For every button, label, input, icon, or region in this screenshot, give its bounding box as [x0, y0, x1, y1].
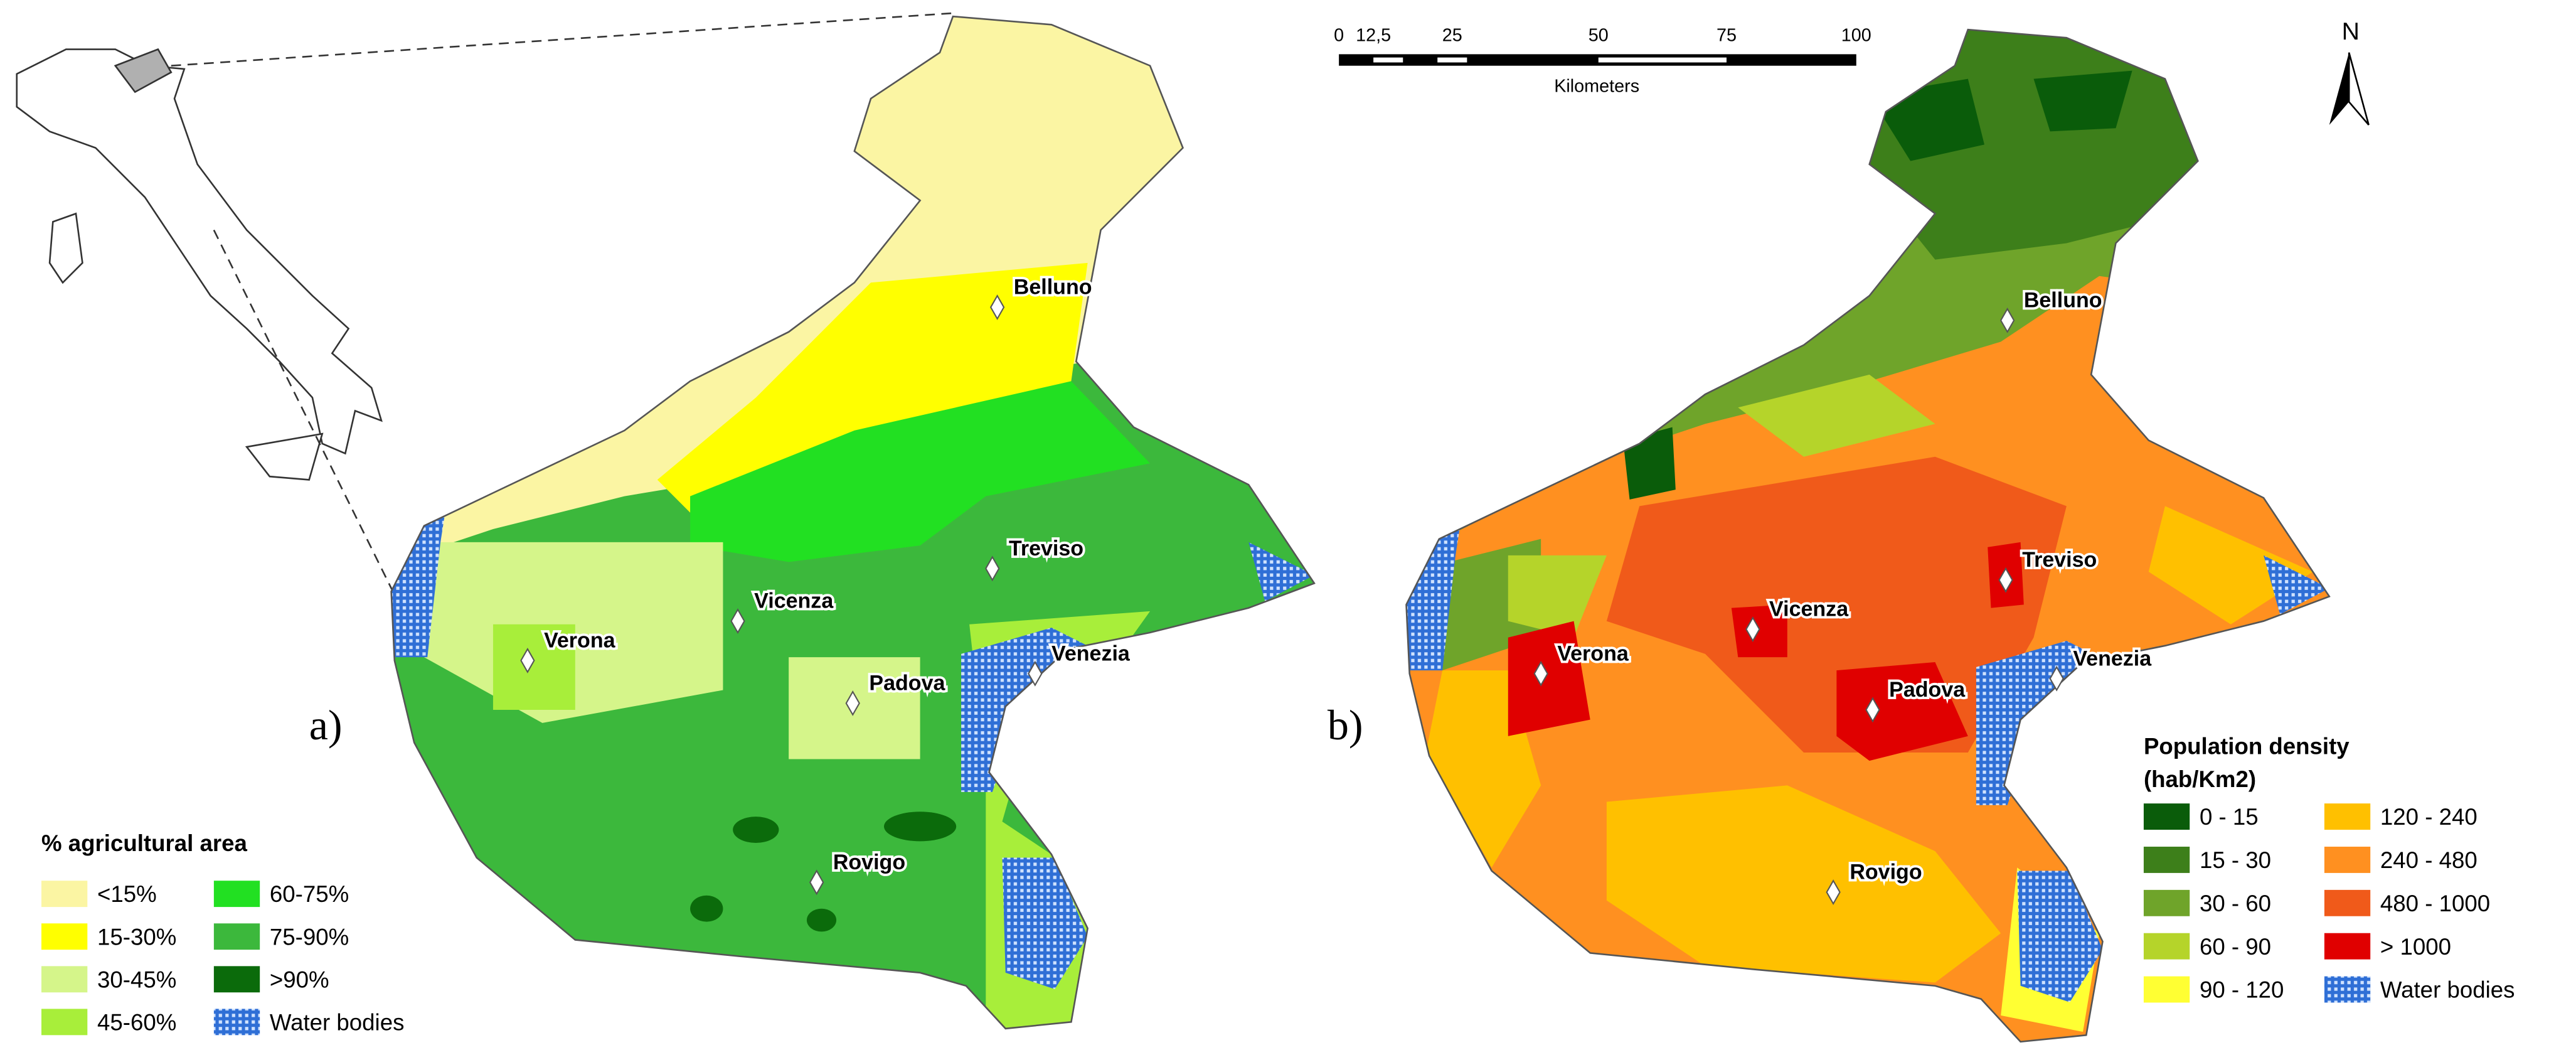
city-marker: [1999, 308, 2015, 333]
legend-label: 75-90%: [270, 924, 349, 950]
legend-swatch: [41, 923, 88, 950]
city-label: Verona: [1557, 641, 1629, 665]
legend-swatch: [213, 881, 260, 908]
legend-swatch: [213, 923, 260, 950]
legend-label: 480 - 1000: [2380, 891, 2490, 916]
legend-label: 0 - 15: [2200, 804, 2259, 830]
legend-swatch: [41, 881, 88, 908]
legend-swatch: [213, 1009, 260, 1036]
legend-label: 45-60%: [97, 1009, 176, 1035]
city-marker: [1998, 567, 2013, 593]
italy-inset: [16, 12, 954, 596]
scale-bar: Kilometers: [1339, 54, 1856, 97]
legend-label: 30 - 60: [2200, 891, 2271, 916]
city-marker: [845, 690, 860, 716]
city-label: Treviso: [1009, 537, 1083, 560]
city-label: Vicenza: [1769, 598, 1849, 621]
city-marker: [985, 555, 1000, 582]
legend-label: 30-45%: [97, 967, 176, 992]
legend-swatch: [41, 966, 88, 993]
scale-tick-label: 50: [1589, 25, 1609, 45]
legend-label: 120 - 240: [2380, 804, 2478, 830]
legend-label: 90 - 120: [2200, 977, 2284, 1003]
scale-unit: Kilometers: [1554, 77, 1639, 97]
legend-swatch: [2324, 889, 2371, 916]
city-label: Treviso: [2022, 548, 2097, 572]
city-label: Belluno: [1014, 276, 1092, 299]
legend-swatch: [2143, 889, 2190, 916]
legend-swatch: [2143, 847, 2190, 873]
city-label: Venezia: [2073, 646, 2152, 670]
city-marker: [1826, 879, 1841, 905]
legend-label: 60-75%: [270, 881, 349, 907]
legend-swatch: [213, 966, 260, 993]
legend-label: <15%: [97, 881, 157, 907]
city-marker: [1533, 660, 1548, 687]
north-arrow: N: [2329, 18, 2370, 126]
legend-title: Population density: [2144, 734, 2350, 759]
map-a: [390, 15, 1316, 1030]
legend-label: 60 - 90: [2200, 934, 2271, 960]
city-label: Venezia: [1051, 641, 1131, 665]
city-label: Rovigo: [1850, 860, 1922, 884]
legend-title: % agricultural area: [41, 830, 247, 856]
scale-tick-label: 75: [1716, 25, 1737, 45]
legend-swatch: [2143, 803, 2190, 830]
legend-swatch: [2324, 847, 2371, 873]
city-label: Belluno: [2024, 289, 2102, 313]
legend-swatch: [2324, 803, 2371, 830]
north-label: N: [2342, 18, 2360, 45]
city-marker: [520, 647, 535, 673]
legend-label: 15-30%: [97, 924, 176, 950]
legend-label: Water bodies: [2380, 977, 2515, 1003]
city-label: Padova: [1889, 678, 1966, 702]
city-label: Rovigo: [833, 850, 905, 874]
scale-tick-label: 0: [1334, 25, 1344, 45]
city-marker: [1028, 660, 1043, 687]
legend-swatch: [2143, 976, 2190, 1003]
city-label: Vicenza: [754, 589, 834, 613]
legend-label: > 1000: [2380, 934, 2451, 960]
legend-label: >90%: [270, 967, 329, 992]
city-marker: [730, 608, 745, 635]
legend-label: 240 - 480: [2380, 847, 2478, 873]
legend-subtitle: (hab/Km2): [2144, 766, 2256, 792]
city-marker: [1745, 616, 1760, 643]
city-marker: [989, 294, 1005, 320]
legend-label: Water bodies: [270, 1009, 405, 1035]
scale-tick-label: 12,5: [1356, 25, 1391, 45]
scale-tick-label: 100: [1841, 25, 1871, 45]
legend-label: 15 - 30: [2200, 847, 2271, 873]
city-marker: [809, 869, 824, 896]
legend-swatch: [2324, 933, 2371, 960]
panel-label: b): [1328, 701, 1363, 749]
legend-swatch: [2324, 976, 2371, 1003]
scale-tick-label: 25: [1442, 25, 1462, 45]
legend-swatch: [2143, 933, 2190, 960]
city-label: Verona: [544, 628, 616, 652]
city-marker: [1865, 697, 1880, 723]
legend-swatch: [41, 1009, 88, 1036]
city-label: Padova: [869, 672, 945, 695]
panel-label: a): [309, 701, 343, 749]
city-marker: [2049, 665, 2064, 692]
